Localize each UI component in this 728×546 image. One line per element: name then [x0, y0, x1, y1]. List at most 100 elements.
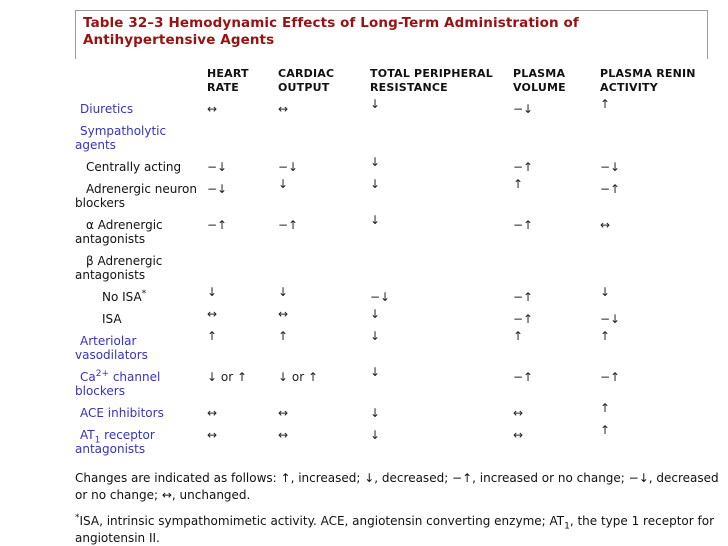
cell-ca2-channel-blockers-col2: ↓ or ↑: [278, 370, 370, 384]
effect-symbol: ↑: [600, 97, 611, 111]
cell-ace-inhibitors-col5: ↑: [600, 401, 708, 420]
effect-symbol: −↓: [370, 290, 391, 304]
effect-symbol: ↓: [370, 406, 381, 420]
cell-no-isa-col1: ↓: [207, 285, 278, 304]
row-label-sympatholytic-agents[interactable]: Sympatholytic agents: [75, 124, 167, 152]
cell-adrenergic-neuron-blockers-col3: ↓: [370, 177, 513, 196]
cell-centrally-acting-col4: −↑: [513, 160, 600, 174]
cell-at1-receptor-antagonists-col4: ↔: [513, 428, 600, 442]
cell-ca2-channel-blockers-col3: ↓: [370, 365, 513, 384]
table-row-sympatholytic-agents: Sympatholytic agents: [75, 124, 708, 152]
cell-arteriolar-vasodilators-col5: ↑: [600, 329, 708, 348]
effect-symbol: ↔: [207, 406, 218, 420]
column-header-plasma-renin-activity: PLASMA RENIN ACTIVITY: [600, 67, 696, 94]
footnote-symbol-legend: Changes are indicated as follows: ↑, inc…: [75, 471, 719, 502]
effect-symbol: ↑: [207, 329, 218, 343]
row-label-ace-inhibitors[interactable]: ACE inhibitors: [80, 406, 164, 420]
effect-symbol: ↓: [370, 155, 381, 169]
cell-adrenergic-antagonists-col3: ↓: [370, 213, 513, 232]
cell-centrally-acting-col2: −↓: [278, 160, 370, 174]
effect-symbol: ↑: [600, 329, 611, 343]
table-row-centrally-acting: Centrally acting −↓ −↓ ↓ −↑ −↓: [75, 155, 708, 174]
cell-no-isa-col5: ↓: [600, 285, 708, 304]
effect-symbol: −↑: [513, 218, 534, 232]
effect-symbol: ↑: [513, 329, 524, 343]
effect-symbol: ↑: [600, 401, 611, 415]
cell-adrenergic-neuron-blockers-col1: −↓: [207, 182, 278, 196]
cell-ace-inhibitors-col3: ↓: [370, 406, 513, 420]
cell-diuretics-col1: ↔: [207, 102, 278, 116]
cell-isa-col2: ↔: [278, 307, 370, 326]
effect-symbol: −↑: [513, 370, 534, 384]
cell-adrenergic-antagonists-col1: −↑: [207, 218, 278, 232]
effect-symbol: ↓ or ↑: [207, 370, 248, 384]
cell-arteriolar-vasodilators-col4: ↑: [513, 329, 600, 348]
cell-arteriolar-vasodilators-col3: ↓: [370, 329, 513, 348]
table-row-arteriolar-vasodilators: Arteriolar vasodilators ↑ ↑ ↓ ↑ ↑: [75, 329, 708, 362]
effect-symbol: ↓: [278, 285, 289, 299]
row-label-centrally-acting: Centrally acting: [86, 160, 182, 174]
cell-ace-inhibitors-col2: ↔: [278, 406, 370, 420]
cell-isa-col1: ↔: [207, 307, 278, 326]
table-content: Table 32–3 Hemodynamic Effects of Long-T…: [75, 10, 719, 546]
effect-symbol: −↑: [278, 218, 299, 232]
cell-adrenergic-neuron-blockers-col5: −↑: [600, 182, 708, 196]
row-label-ca2-channel-blockers[interactable]: Ca2+ channel blockers: [75, 369, 161, 399]
effect-symbol: −↓: [600, 312, 621, 326]
effect-symbol: ↓: [370, 177, 381, 191]
row-label-adrenergic-neuron-blockers: Adrenergic neuron blockers: [75, 182, 197, 210]
effect-symbol: ↑: [600, 423, 611, 437]
cell-isa-col4: −↑: [513, 312, 600, 326]
cell-at1-receptor-antagonists-col2: ↔: [278, 428, 370, 442]
table-row-isa: ISA ↔ ↔ ↓ −↑ −↓: [75, 307, 708, 326]
cell-adrenergic-antagonists-col5: ↔: [600, 218, 708, 232]
cell-diuretics-col4: −↓: [513, 102, 600, 116]
table-row-adrenergic-neuron-blockers: Adrenergic neuron blockers −↓ ↓ ↓ ↑ −↑: [75, 177, 708, 210]
table-title-box: Table 32–3 Hemodynamic Effects of Long-T…: [75, 10, 708, 59]
row-label-diuretics[interactable]: Diuretics: [80, 102, 134, 116]
effect-symbol: ↔: [513, 428, 524, 442]
effect-symbol: ↓: [207, 285, 218, 299]
effect-symbol: ↑: [513, 177, 524, 191]
cell-adrenergic-antagonists-col4: −↑: [513, 218, 600, 232]
cell-at1-receptor-antagonists-col5: ↑: [600, 423, 708, 442]
effect-symbol: ↓: [370, 307, 381, 321]
effect-symbol: ↑: [278, 329, 289, 343]
row-label-at1-receptor-antagonists[interactable]: AT1 receptor antagonists: [75, 428, 155, 456]
effect-symbol: ↓: [370, 365, 381, 379]
effect-symbol: −↓: [278, 160, 299, 174]
cell-adrenergic-antagonists-col2: −↑: [278, 218, 370, 232]
cell-ca2-channel-blockers-col4: −↑: [513, 370, 600, 384]
cell-no-isa-col2: ↓: [278, 285, 370, 304]
row-label-adrenergic-antagonists: β Adrenergic antagonists: [75, 254, 163, 282]
cell-diuretics-col5: ↑: [600, 97, 708, 116]
cell-no-isa-col4: −↑: [513, 290, 600, 304]
table-row-no-isa: No ISA* ↓ ↓ −↓ −↑ ↓: [75, 285, 708, 304]
effect-symbol: ↓: [600, 285, 611, 299]
effect-symbol: −↓: [513, 102, 534, 116]
effect-symbol: ↓: [370, 97, 381, 111]
table-row-adrenergic-antagonists: α Adrenergic antagonists −↑ −↑ ↓ −↑ ↔: [75, 213, 708, 246]
row-label-arteriolar-vasodilators[interactable]: Arteriolar vasodilators: [75, 334, 148, 362]
cell-ca2-channel-blockers-col1: ↓ or ↑: [207, 370, 278, 384]
cell-centrally-acting-col5: −↓: [600, 160, 708, 174]
effect-symbol: ↔: [278, 102, 289, 116]
effect-symbol: −↑: [513, 160, 534, 174]
cell-adrenergic-neuron-blockers-col4: ↑: [513, 177, 600, 196]
cell-centrally-acting-col3: ↓: [370, 155, 513, 174]
table-row-ace-inhibitors: ACE inhibitors ↔ ↔ ↓ ↔ ↑: [75, 401, 708, 420]
table-header-row: HEART RATE CARDIAC OUTPUT TOTAL PERIPHER…: [75, 67, 708, 95]
effect-symbol: ↔: [207, 307, 218, 321]
cell-centrally-acting-col1: −↓: [207, 160, 278, 174]
cell-isa-col3: ↓: [370, 307, 513, 326]
cell-arteriolar-vasodilators-col1: ↑: [207, 329, 278, 348]
cell-diuretics-col3: ↓: [370, 97, 513, 116]
cell-at1-receptor-antagonists-col1: ↔: [207, 428, 278, 442]
cell-arteriolar-vasodilators-col2: ↑: [278, 329, 370, 348]
effect-symbol: ↓: [370, 329, 381, 343]
table-row-at1-receptor-antagonists: AT1 receptor antagonists ↔ ↔ ↓ ↔ ↑: [75, 423, 708, 456]
cell-ace-inhibitors-col4: ↔: [513, 406, 600, 420]
table-row-diuretics: Diuretics ↔ ↔ ↓ −↓ ↑: [75, 97, 708, 116]
column-header-plasma-volume: PLASMA VOLUME: [513, 67, 566, 94]
